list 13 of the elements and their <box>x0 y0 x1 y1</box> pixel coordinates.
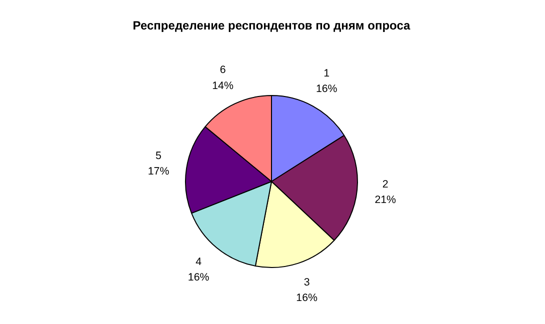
slice-label: 2 <box>382 178 388 190</box>
slice-label: 4 <box>196 256 202 268</box>
slice-label: 3 <box>304 276 310 288</box>
slice-label: 1 <box>324 67 330 80</box>
data-label: 16% <box>296 292 318 304</box>
slice-label: 5 <box>156 150 162 162</box>
data-label: 17% <box>148 165 170 178</box>
data-label: 16% <box>316 83 338 96</box>
data-label: 16% <box>188 271 210 284</box>
chart-title: Респределение респондентов по дням опроса <box>132 18 411 32</box>
slice-label: 6 <box>220 64 226 76</box>
data-label: 21% <box>374 194 397 206</box>
data-label: 14% <box>212 80 234 92</box>
